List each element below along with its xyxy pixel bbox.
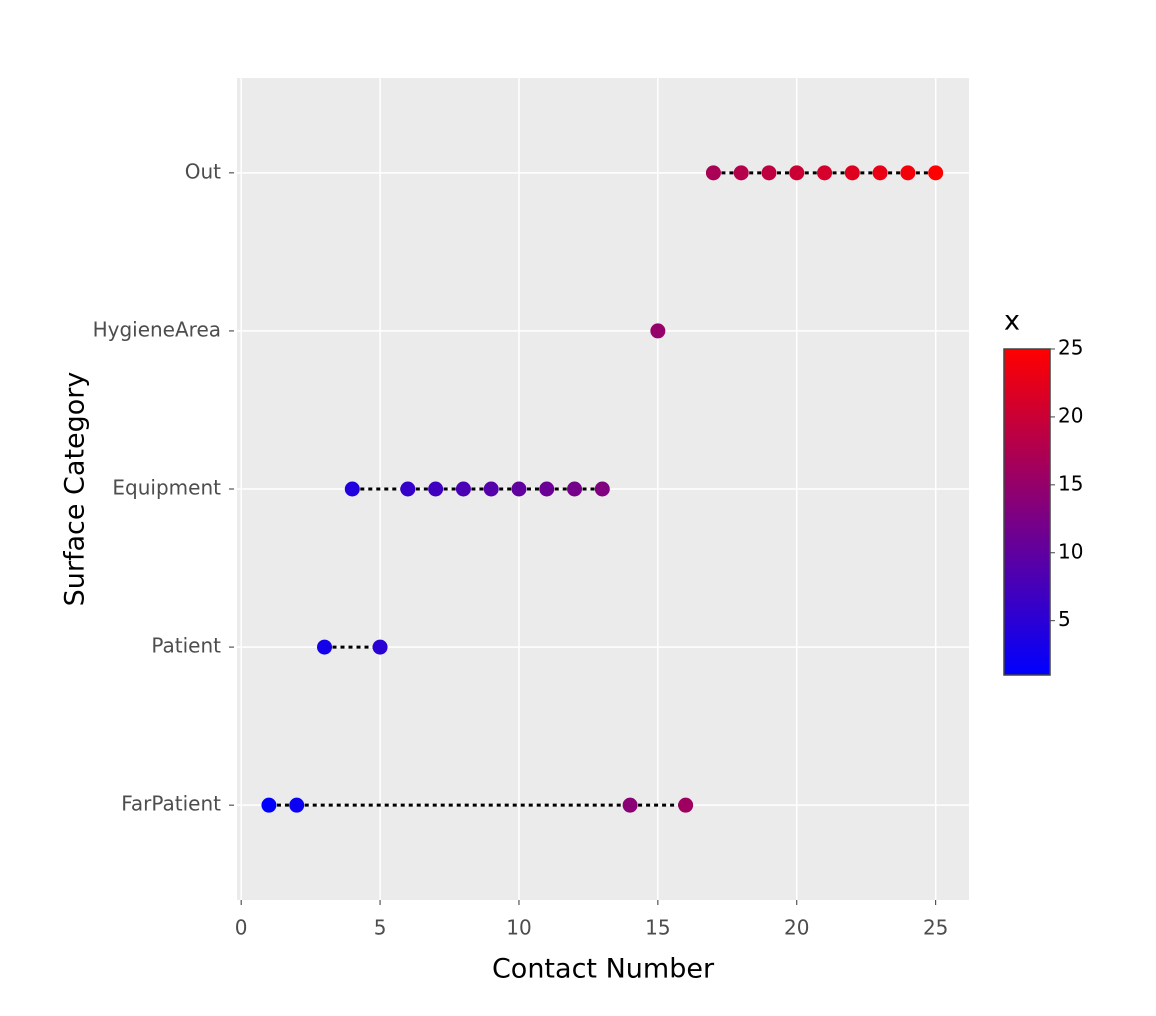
point — [261, 797, 277, 813]
x-tick-label: 15 — [645, 916, 670, 940]
colorbar-tick-label: 5 — [1058, 607, 1071, 631]
x-tick-label: 10 — [506, 916, 531, 940]
point — [872, 165, 888, 181]
point — [650, 323, 666, 339]
point — [539, 481, 555, 497]
y-axis-title: Surface Category — [60, 372, 91, 607]
point — [733, 165, 749, 181]
point — [455, 481, 471, 497]
point — [483, 481, 499, 497]
point — [372, 639, 388, 655]
colorbar-tick-label: 25 — [1058, 336, 1083, 360]
point — [511, 481, 527, 497]
y-tick-label: Patient — [151, 634, 221, 658]
point — [928, 165, 944, 181]
x-tick-label: 25 — [923, 916, 948, 940]
x-tick-label: 20 — [784, 916, 809, 940]
point — [705, 165, 721, 181]
point — [317, 639, 333, 655]
point — [344, 481, 360, 497]
y-tick-label: FarPatient — [121, 792, 221, 816]
y-tick-label: HygieneArea — [93, 317, 221, 341]
point — [622, 797, 638, 813]
y-tick-label: Out — [185, 159, 221, 183]
point — [678, 797, 694, 813]
point — [567, 481, 583, 497]
point — [844, 165, 860, 181]
x-axis-title: Contact Number — [492, 954, 715, 985]
colorbar-title: x — [1004, 306, 1020, 337]
colorbar-tick-label: 20 — [1058, 403, 1083, 427]
point — [594, 481, 610, 497]
point — [289, 797, 305, 813]
colorbar-tick-label: 15 — [1058, 471, 1083, 495]
colorbar — [1003, 348, 1051, 676]
point — [761, 165, 777, 181]
point — [428, 481, 444, 497]
x-tick-label: 0 — [235, 916, 248, 940]
point — [817, 165, 833, 181]
point — [400, 481, 416, 497]
x-tick-label: 5 — [374, 916, 387, 940]
point — [900, 165, 916, 181]
y-tick-label: Equipment — [112, 476, 221, 500]
colorbar-tick-label: 10 — [1058, 539, 1083, 563]
point — [789, 165, 805, 181]
